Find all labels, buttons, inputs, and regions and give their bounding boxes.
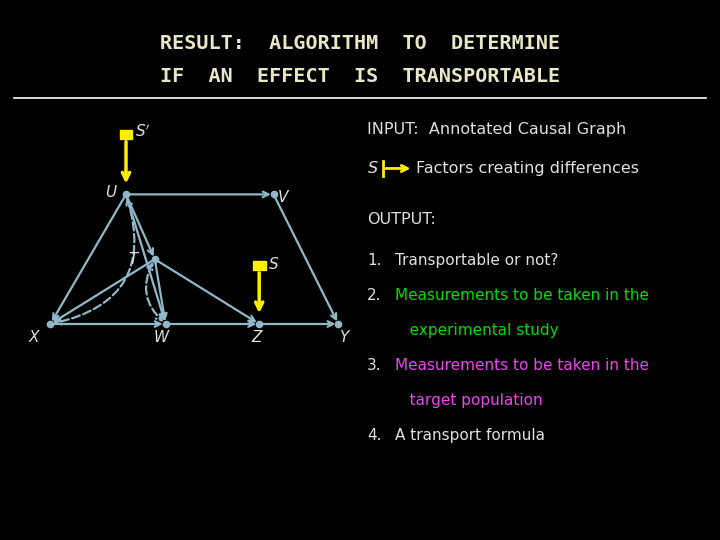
Text: RESULT:  ALGORITHM  TO  DETERMINE: RESULT: ALGORITHM TO DETERMINE [160, 33, 560, 53]
FancyArrowPatch shape [146, 264, 162, 320]
Text: $\it{U}$: $\it{U}$ [105, 184, 118, 200]
Text: Measurements to be taken in the: Measurements to be taken in the [395, 358, 649, 373]
Bar [120, 130, 132, 139]
Text: $\it{Y}$: $\it{Y}$ [339, 329, 352, 345]
Text: IF  AN  EFFECT  IS  TRANSPORTABLE: IF AN EFFECT IS TRANSPORTABLE [160, 67, 560, 86]
Text: INPUT:  Annotated Causal Graph: INPUT: Annotated Causal Graph [367, 122, 626, 137]
Text: Measurements to be taken in the: Measurements to be taken in the [395, 288, 649, 303]
Text: $\it{V}$: $\it{V}$ [277, 188, 290, 205]
Text: $\it{X}$: $\it{X}$ [28, 329, 41, 345]
Text: OUTPUT:: OUTPUT: [367, 212, 436, 227]
Text: $S$: $S$ [268, 255, 279, 272]
Text: target population: target population [395, 393, 542, 408]
Text: Transportable or not?: Transportable or not? [395, 253, 558, 268]
Text: $\it{W}$: $\it{W}$ [153, 329, 171, 346]
Text: 1.: 1. [367, 253, 382, 268]
Text: experimental study: experimental study [395, 323, 558, 338]
Text: 3.: 3. [367, 358, 382, 373]
FancyArrowPatch shape [55, 199, 135, 325]
Text: 4.: 4. [367, 428, 382, 443]
Text: $\it{S}$: $\it{S}$ [367, 160, 379, 177]
Text: Factors creating differences: Factors creating differences [416, 161, 639, 176]
Bar [253, 261, 266, 270]
Text: $\it{Z}$: $\it{Z}$ [251, 329, 264, 346]
Text: 2.: 2. [367, 288, 382, 303]
Text: $\it{T}$: $\it{T}$ [128, 251, 141, 267]
Text: $S'$: $S'$ [135, 123, 150, 139]
Text: A transport formula: A transport formula [395, 428, 544, 443]
